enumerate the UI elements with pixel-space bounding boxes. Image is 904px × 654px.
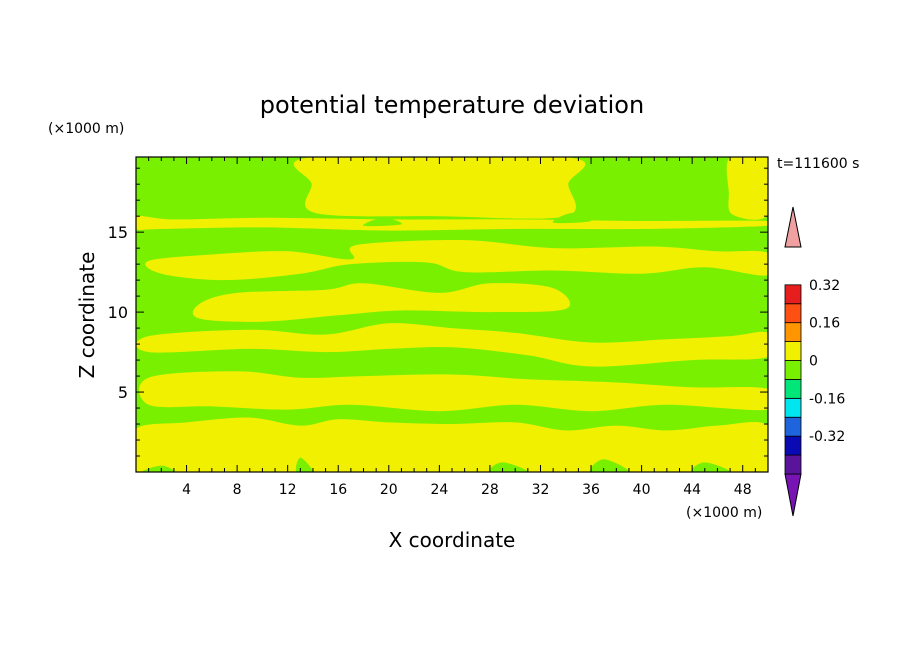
x-tick-label: 44 [683,482,701,498]
field-base-region [363,217,402,227]
colorbar-swatch [784,454,802,475]
field-positive-region [293,157,586,219]
x-tick-label: 40 [633,482,651,498]
colorbar-label: 0.16 [809,316,840,332]
colorbar-swatch [784,379,802,399]
x-tick-label: 8 [233,482,242,498]
colorbar-swatch [784,435,802,456]
chart-title: potential temperature deviation [260,91,644,119]
colorbar-swatch [784,341,802,361]
field-base-region [142,465,175,472]
time-label: t=111600 s [777,156,859,172]
colorbar-over-triangle [784,206,802,248]
x-tick-label: 24 [430,482,448,498]
field-positive-region [136,323,768,367]
colorbar-swatch [784,416,802,437]
x-tick-label: 16 [329,482,347,498]
x-unit-label: (×1000 m) [686,505,762,521]
x-axis-label: X coordinate [389,528,516,552]
y-unit-label: (×1000 m) [48,121,124,137]
colorbar: -0.32 -0.16 0 0.16 0.32 [784,206,845,517]
colorbar-swatch [784,284,802,305]
x-tick-label: 48 [734,482,752,498]
y-tick-label: 15 [108,223,128,242]
field-base-region [603,278,643,301]
field-positive-region [726,157,768,220]
field-positive-region [139,371,768,412]
colorbar-label: 0 [809,354,818,370]
field-base-region [691,462,731,472]
colorbar-label: -0.16 [809,391,845,407]
colorbar-swatch [784,360,802,380]
colorbar-label: 0.32 [809,278,840,294]
colorbar-swatch [784,397,802,418]
field-base-region [552,212,592,224]
field-positive-region [145,240,768,281]
y-tick-label: 5 [118,383,128,402]
x-tick-label: 28 [481,482,499,498]
x-tick-label: 12 [279,482,297,498]
colorbar-under-triangle [784,473,802,517]
x-tick-label: 20 [380,482,398,498]
x-tick-label: 36 [582,482,600,498]
y-tick-label: 10 [108,303,128,322]
colorbar-swatch [784,303,802,324]
field-base-region [488,462,528,472]
x-tick-label: 4 [182,482,191,498]
field-positive-region [192,283,571,322]
colorbar-swatch [784,322,802,342]
colorbar-label: -0.32 [809,429,845,445]
field-positive-region [136,215,768,231]
field-base-region [590,459,630,472]
y-axis-label: Z coordinate [75,252,99,379]
field-base-region [714,283,747,300]
x-tick-label: 32 [532,482,550,498]
field-positive-region [136,417,768,472]
